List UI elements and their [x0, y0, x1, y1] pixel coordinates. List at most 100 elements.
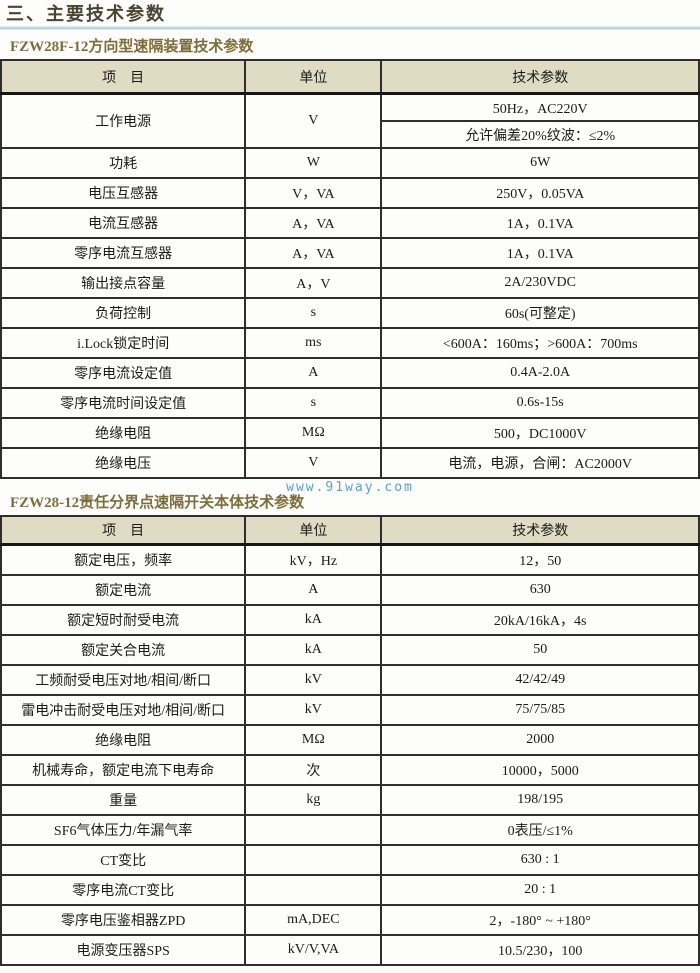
cell-item: 机械寿命，额定电流下电寿命 [0, 754, 247, 786]
cell-unit: kA [244, 604, 383, 636]
cell-item: 额定电流 [0, 574, 247, 606]
table-row: 雷电冲击耐受电压对地/相间/断口 kV 75/75/85 [0, 694, 700, 726]
cell-unit: V [244, 92, 383, 149]
cell-unit: V，VA [244, 177, 383, 209]
table-row: 机械寿命，额定电流下电寿命次 10000，5000 [0, 754, 700, 786]
cell-value: 500，DC1000V [380, 417, 700, 449]
table-row: 工作电源 V 50Hz，AC220V [0, 92, 700, 149]
cell-item: 额定电压，频率 [0, 543, 247, 576]
table-row: 绝缘电阻 MΩ 500，DC1000V [0, 417, 700, 449]
cell-item: 重量 [0, 784, 247, 816]
cell-item: 零序电流设定值 [0, 357, 247, 389]
cell-value: 电流，电源，合闸：AC2000V [380, 447, 700, 479]
cell-unit: 次 [244, 754, 383, 786]
table1-caption: FZW28F-12方向型速隔装置技术参数 [10, 39, 254, 55]
cell-unit: kA [244, 634, 383, 666]
cell-unit: MΩ [244, 724, 383, 756]
column-header-value: 技术参数 [380, 59, 700, 95]
table-row: 零序电流时间设定值 s 0.6s-15s [0, 387, 700, 419]
cell-item: 功耗 [0, 147, 247, 179]
table-row: 零序电压鉴相器ZPD mA,DEC 2，-180° ~ +180° [0, 904, 700, 936]
cell-unit: kV/V,VA [244, 934, 383, 966]
table-row: 电源变压器SPS kV/V,VA 10.5/230，100 [0, 934, 700, 966]
cell-value: 12，50 [380, 543, 700, 576]
cell-item: 输出接点容量 [0, 267, 247, 299]
page-title: 三、主要技术参数 [6, 4, 166, 24]
cell-item: 电压互感器 [0, 177, 247, 209]
cell-item: 绝缘电阻 [0, 724, 247, 756]
watermark: www.91way.com [286, 480, 414, 495]
table-row: 允许偏差20%纹波：≤2% [1, 120, 700, 149]
title-divider [0, 26, 700, 30]
column-header-item: 项 目 [0, 515, 247, 546]
cell-value: 198/195 [380, 784, 700, 816]
column-header-item: 项 目 [0, 59, 247, 95]
cell-item: 零序电流CT变比 [0, 874, 247, 906]
column-header-unit: 单位 [244, 515, 383, 546]
cell-unit: MΩ [244, 417, 383, 449]
cell-value: 2，-180° ~ +180° [380, 904, 700, 936]
table-row: 工频耐受电压对地/相间/断口 kV 42/42/49 [0, 664, 700, 696]
table-row: CT变比 630 : 1 [0, 844, 700, 876]
table-row: 零序电流CT变比 20 : 1 [0, 874, 700, 906]
table-row: 输出接点容量 A，V 2A/230VDC [0, 267, 700, 299]
cell-unit [244, 844, 383, 876]
cell-unit: mA,DEC [244, 904, 383, 936]
cell-value: 2000 [380, 724, 700, 756]
cell-value: 250V，0.05VA [380, 177, 700, 209]
device-parameters-table: 项 目 单位 技术参数 工作电源 V 50Hz，AC220V 允许偏差20%纹波… [0, 59, 700, 479]
cell-item: CT变比 [0, 844, 247, 876]
table-row: 负荷控制 s 60s(可整定) [0, 297, 700, 329]
cell-item: 额定关合电流 [0, 634, 247, 666]
cell-item: 雷电冲击耐受电压对地/相间/断口 [0, 694, 247, 726]
cell-value: 2A/230VDC [380, 267, 700, 299]
cell-value: 6W [380, 147, 700, 179]
cell-value: 50 [380, 634, 700, 666]
cell-unit: s [244, 387, 383, 419]
table-row: 额定电流 A 630 [0, 574, 700, 606]
cell-unit: V [244, 447, 383, 479]
cell-value: <600A：160ms；>600A：700ms [380, 327, 700, 359]
column-header-unit: 单位 [244, 59, 383, 95]
cell-unit: s [244, 297, 383, 329]
table-row: i.Lock锁定时间 ms <600A：160ms；>600A：700ms [0, 327, 700, 359]
table-row: 额定电压，频率 kV，Hz 12，50 [0, 543, 700, 576]
cell-value: 20kA/16kA，4s [380, 604, 700, 636]
cell-unit: kV [244, 664, 383, 696]
cell-value: 1A，0.1VA [380, 237, 700, 269]
cell-item: i.Lock锁定时间 [0, 327, 247, 359]
header-row: 项 目 单位 技术参数 [0, 515, 700, 546]
table-row: 功耗 W 6W [0, 147, 700, 179]
table-row: 电流互感器 A，VA 1A，0.1VA [0, 207, 700, 239]
cell-unit: ms [244, 327, 383, 359]
cell-value: 10.5/230，100 [380, 934, 700, 966]
table-row: 绝缘电压 V 电流，电源，合闸：AC2000V [0, 447, 700, 479]
switch-body-parameters-table: 项 目 单位 技术参数 额定电压，频率 kV，Hz 12，50 额定电流 A 630 额定短… [0, 515, 700, 966]
cell-unit: A，VA [244, 207, 383, 239]
table-row: 重量 kg 198/195 [0, 784, 700, 816]
cell-value: 630 [380, 574, 700, 606]
cell-value: 60s(可整定) [380, 297, 700, 329]
table-row: 电压互感器 V，VA 250V，0.05VA [0, 177, 700, 209]
cell-value: 0.4A-2.0A [380, 357, 700, 389]
table-row: 额定短时耐受电流 kA 20kA/16kA，4s [0, 604, 700, 636]
cell-item: 电源变压器SPS [0, 934, 247, 966]
cell-unit: W [244, 147, 383, 179]
cell-item: 工频耐受电压对地/相间/断口 [0, 664, 247, 696]
table-row: 绝缘电阻 MΩ 2000 [0, 724, 700, 756]
cell-value: 630 : 1 [380, 844, 700, 876]
cell-value: 0.6s-15s [380, 387, 700, 419]
cell-unit: A，V [244, 267, 383, 299]
cell-item: SF6气体压力/年漏气率 [0, 814, 247, 846]
table2-caption: FZW28-12责任分界点速隔开关本体技术参数 [10, 495, 305, 511]
cell-value: 20 : 1 [380, 874, 700, 906]
cell-item: 零序电压鉴相器ZPD [0, 904, 247, 936]
cell-item: 零序电流互感器 [0, 237, 247, 269]
cell-value-line1: 50Hz，AC220V [380, 92, 700, 122]
table-row: 额定关合电流 kA 50 [0, 634, 700, 666]
cell-value-line2: 允许偏差20%纹波：≤2% [380, 120, 700, 149]
cell-value: 10000，5000 [380, 754, 700, 786]
cell-unit: kg [244, 784, 383, 816]
header-row: 项 目 单位 技术参数 [0, 59, 700, 95]
cell-item: 负荷控制 [0, 297, 247, 329]
